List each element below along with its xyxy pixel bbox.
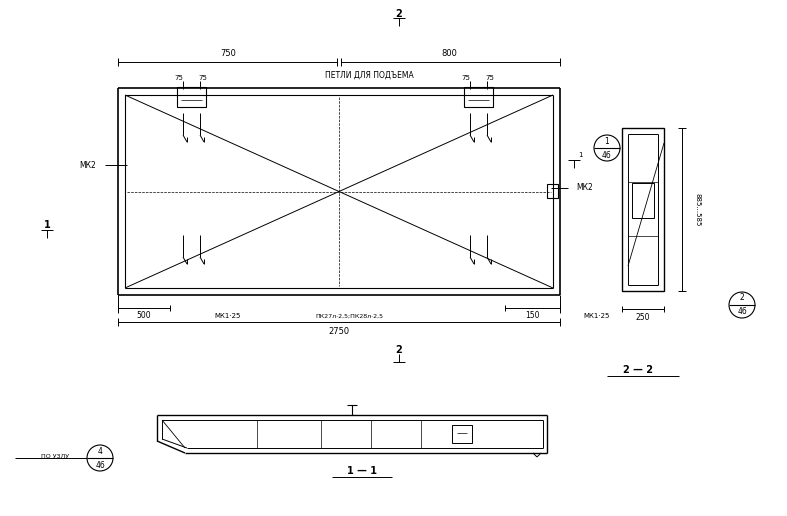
Text: МК1·25: МК1·25 (584, 313, 610, 319)
Text: МК2: МК2 (79, 160, 96, 169)
Text: 1: 1 (43, 220, 50, 230)
Bar (622, 128, 664, 291)
Text: МК2: МК2 (577, 184, 593, 192)
Text: 250: 250 (636, 314, 650, 322)
Text: ПЕТЛИ ДЛЯ ПОДЪЕМА: ПЕТЛИ ДЛЯ ПОДЪЕМА (324, 71, 413, 79)
Text: 75: 75 (175, 75, 183, 81)
Text: 885...585: 885...585 (695, 193, 701, 226)
Text: 800: 800 (442, 50, 457, 58)
Text: 46: 46 (95, 460, 105, 470)
Bar (464, 87, 493, 107)
Bar (632, 183, 654, 218)
Text: 750: 750 (220, 50, 236, 58)
Text: 75: 75 (486, 75, 494, 81)
Bar (177, 87, 206, 107)
Text: 150: 150 (525, 312, 540, 320)
Bar (547, 184, 558, 198)
Text: 46: 46 (737, 308, 747, 316)
Text: ПО УЗЛУ: ПО УЗЛУ (41, 454, 69, 459)
Text: 2750: 2750 (328, 328, 349, 336)
Text: 1: 1 (604, 137, 609, 146)
Text: 2: 2 (396, 9, 402, 19)
Text: 2: 2 (396, 345, 402, 355)
Text: 46: 46 (602, 151, 611, 159)
Text: МК1·25: МК1·25 (215, 313, 241, 319)
Text: 500: 500 (137, 312, 151, 320)
Text: 4: 4 (98, 446, 102, 456)
Text: ПК27л·2,5;ПК28л·2,5: ПК27л·2,5;ПК28л·2,5 (315, 314, 383, 318)
Text: 75: 75 (198, 75, 208, 81)
Text: 1: 1 (578, 152, 582, 158)
Text: 75: 75 (461, 75, 471, 81)
Text: 2: 2 (740, 294, 745, 302)
Bar (452, 425, 472, 443)
Text: 1 — 1: 1 — 1 (347, 466, 377, 476)
Text: 2 — 2: 2 — 2 (623, 365, 653, 375)
